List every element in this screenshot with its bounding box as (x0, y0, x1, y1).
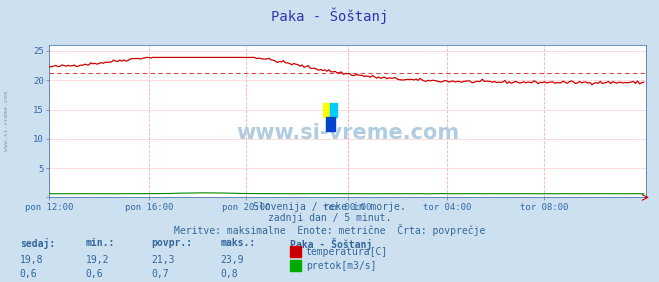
Text: Slovenija / reke in morje.: Slovenija / reke in morje. (253, 202, 406, 212)
Text: pretok[m3/s]: pretok[m3/s] (306, 261, 376, 272)
Text: 0,7: 0,7 (152, 269, 169, 279)
Text: 23,9: 23,9 (221, 255, 244, 265)
Text: 0,8: 0,8 (221, 269, 239, 279)
Text: zadnji dan / 5 minut.: zadnji dan / 5 minut. (268, 213, 391, 223)
Text: min.:: min.: (86, 238, 115, 248)
Text: Paka - Šoštanj: Paka - Šoštanj (290, 238, 372, 250)
Text: www.si-vreme.com: www.si-vreme.com (236, 124, 459, 144)
Text: Paka - Šoštanj: Paka - Šoštanj (271, 7, 388, 24)
Text: sedaj:: sedaj: (20, 238, 55, 249)
Text: 0,6: 0,6 (86, 269, 103, 279)
Text: www.si-vreme.com: www.si-vreme.com (4, 91, 9, 151)
Text: 0,6: 0,6 (20, 269, 38, 279)
Text: 19,8: 19,8 (20, 255, 43, 265)
Text: 19,2: 19,2 (86, 255, 109, 265)
Text: povpr.:: povpr.: (152, 238, 192, 248)
Text: Meritve: maksimalne  Enote: metrične  Črta: povprečje: Meritve: maksimalne Enote: metrične Črta… (174, 224, 485, 236)
Text: temperatura[C]: temperatura[C] (306, 247, 388, 257)
Text: maks.:: maks.: (221, 238, 256, 248)
Text: 21,3: 21,3 (152, 255, 175, 265)
